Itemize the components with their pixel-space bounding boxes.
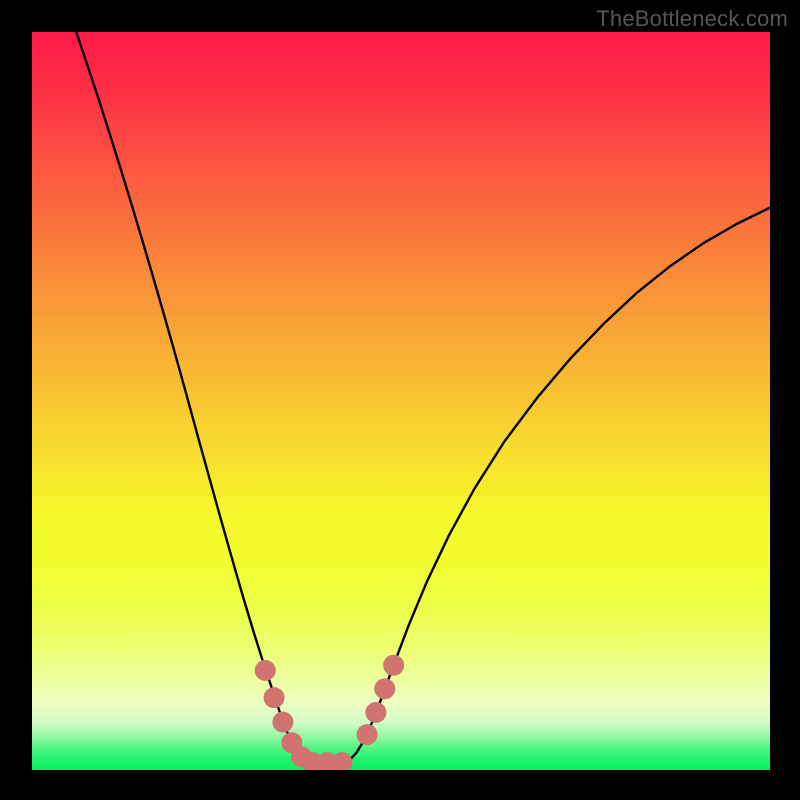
highlight-dot [272, 712, 293, 733]
chart-plot-area [32, 32, 770, 770]
highlight-dot [374, 678, 395, 699]
highlight-dot [365, 702, 386, 723]
highlight-dot [357, 724, 378, 745]
watermark-text: TheBottleneck.com [596, 6, 788, 32]
highlight-dot [255, 660, 276, 681]
highlight-dot [383, 655, 404, 676]
highlight-dot [264, 687, 285, 708]
chart-svg [32, 32, 770, 770]
